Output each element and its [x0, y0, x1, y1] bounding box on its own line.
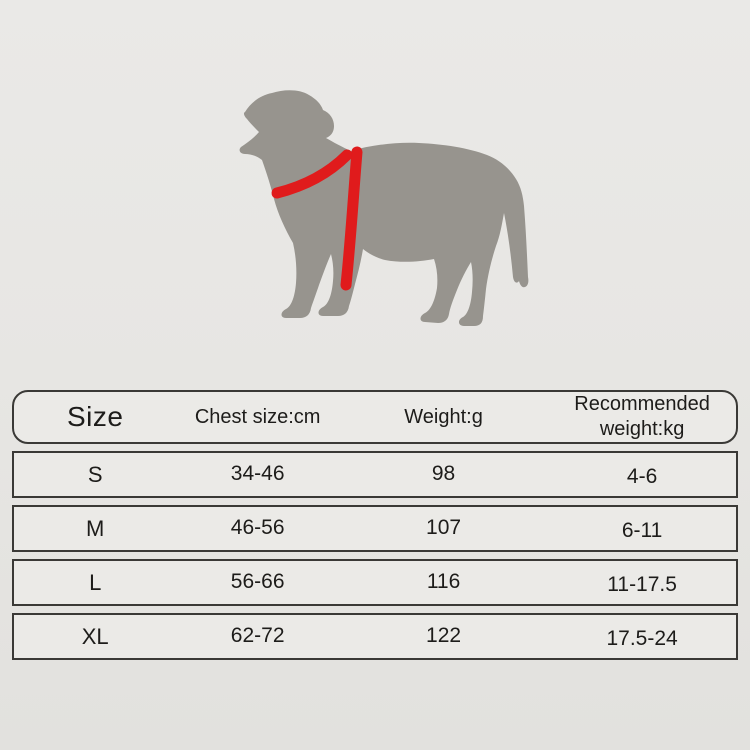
size-row-m: M 46-56 107 6-11 [12, 505, 738, 552]
weight-value: 98 [431, 462, 456, 486]
harness-chest-strap [271, 149, 353, 199]
weight-value: 107 [426, 516, 462, 540]
harness-girth-strap [340, 146, 363, 291]
dog-body-shape [239, 90, 529, 326]
size-row-xl: XL 62-72 122 17.5-24 [12, 613, 738, 660]
weight-value: 116 [426, 570, 461, 594]
chest-size-value: 56-66 [230, 570, 285, 594]
chest-size-value: 46-56 [230, 516, 285, 540]
weight-value: 122 [426, 624, 462, 648]
dog-harness-illustration [195, 85, 540, 340]
size-chart-header-row: Size Chest size:cm Weight:g Recommended … [12, 390, 738, 444]
size-value: S [87, 461, 103, 487]
size-value: M [86, 515, 105, 541]
size-row-s: S 34-46 98 4-6 [12, 451, 738, 498]
dog-silhouette-svg [239, 90, 529, 326]
column-header-weight: Weight:g [404, 405, 483, 428]
column-header-size: Size [66, 400, 124, 432]
column-header-recommended-weight: Recommended weight:kg [548, 392, 736, 442]
column-header-recommended-weight-label: Recommended weight:kg [574, 393, 710, 440]
size-value: L [89, 569, 102, 595]
chest-size-value: 34-46 [230, 462, 285, 486]
size-chart-table: Size Chest size:cm Weight:g Recommended … [12, 390, 738, 660]
recommended-weight-value: 6-11 [621, 519, 663, 543]
column-header-chest-size: Chest size:cm [194, 405, 321, 428]
recommended-weight-value: 4-6 [626, 465, 658, 489]
size-value: XL [81, 623, 109, 649]
recommended-weight-value: 11-17.5 [607, 573, 677, 597]
chest-size-value: 62-72 [230, 624, 285, 648]
size-row-l: L 56-66 116 11-17.5 [12, 559, 738, 606]
recommended-weight-value: 17.5-24 [606, 627, 678, 651]
